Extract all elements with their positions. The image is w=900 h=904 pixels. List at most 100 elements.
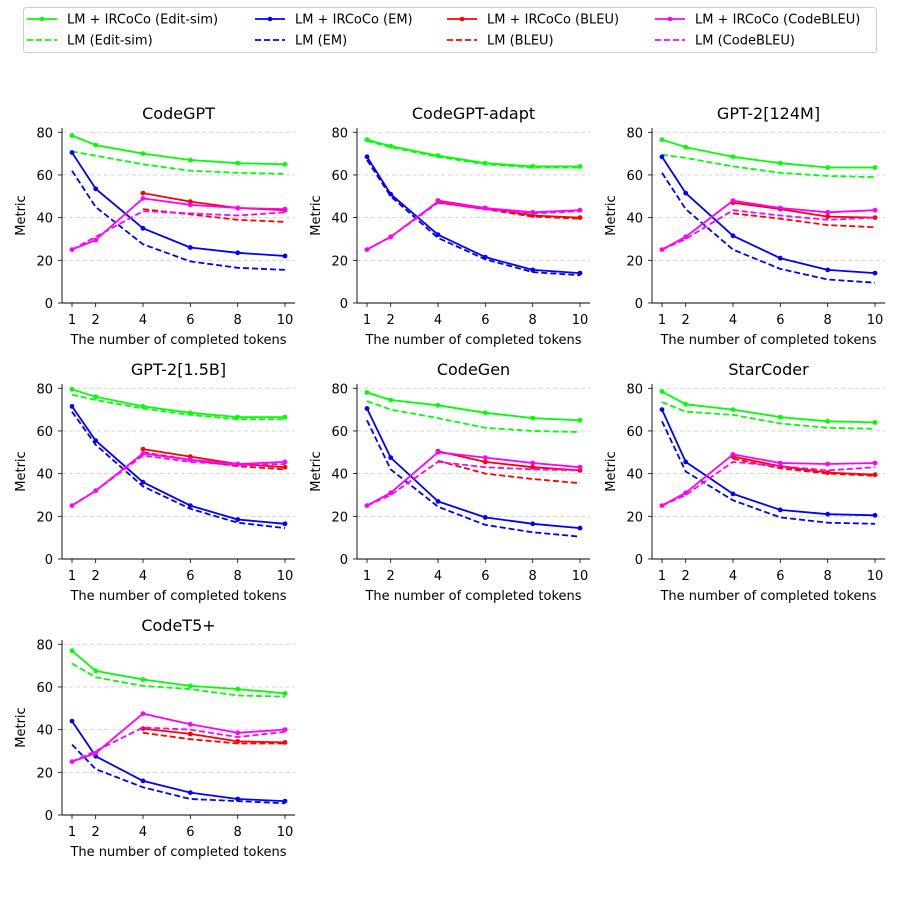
data-point bbox=[187, 731, 193, 737]
data-point bbox=[187, 245, 193, 250]
series-lm-ircoco-em bbox=[69, 150, 288, 259]
data-point bbox=[777, 460, 783, 466]
y-axis-label: Metric bbox=[309, 195, 324, 235]
data-point bbox=[364, 154, 370, 160]
series-lm-ircoco-edit-sim bbox=[69, 648, 288, 696]
data-point bbox=[683, 190, 689, 196]
series-lm-codebleu bbox=[366, 460, 581, 507]
data-point bbox=[777, 255, 783, 261]
series-lm-ircoco-edit-sim bbox=[69, 386, 288, 420]
x-tick-label: 2 bbox=[682, 313, 690, 328]
series-line bbox=[366, 391, 581, 422]
data-point bbox=[140, 196, 146, 201]
y-tick-label: 60 bbox=[331, 169, 348, 184]
series-line bbox=[366, 200, 581, 251]
legend-label: LM + IRCoCo (CodeBLEU) bbox=[695, 13, 860, 28]
data-point bbox=[730, 198, 736, 204]
data-point bbox=[482, 459, 488, 465]
x-tick-label: 6 bbox=[776, 313, 784, 328]
data-point bbox=[577, 464, 583, 470]
x-tick-label: 4 bbox=[729, 569, 737, 584]
y-tick-label: 80 bbox=[331, 382, 348, 397]
series-line bbox=[366, 451, 581, 507]
data-point bbox=[282, 161, 288, 167]
series-line bbox=[366, 419, 581, 538]
legend-marker bbox=[267, 16, 273, 22]
series-lm-bleu bbox=[437, 459, 581, 485]
legend-entry-lm-ircoco-edit-sim: LM + IRCoCo (Edit-sim) bbox=[27, 13, 218, 28]
series-line bbox=[661, 209, 876, 251]
series-line bbox=[366, 201, 581, 251]
series-line bbox=[71, 712, 286, 763]
y-tick-label: 0 bbox=[340, 297, 348, 312]
x-tick-label: 6 bbox=[186, 569, 194, 584]
series-line bbox=[732, 212, 876, 229]
series-line bbox=[661, 199, 876, 251]
subplot-codet5: 0 20 40 60 80 1 2 4 6 8 10 CodeT5+ The number of com… bbox=[14, 616, 295, 860]
data-point bbox=[388, 397, 394, 403]
data-point bbox=[777, 507, 783, 513]
series-line bbox=[661, 420, 876, 525]
data-point bbox=[683, 401, 689, 407]
legend-marker bbox=[667, 16, 673, 22]
series-lm-em bbox=[71, 411, 286, 529]
x-tick-label: 1 bbox=[363, 313, 371, 328]
series-lm-ircoco-bleu bbox=[140, 446, 288, 470]
series-line bbox=[661, 401, 876, 430]
series-lm-ircoco-em bbox=[659, 407, 878, 518]
data-point bbox=[364, 390, 370, 395]
series-line bbox=[71, 650, 286, 695]
x-tick-label: 6 bbox=[481, 313, 489, 328]
series-line bbox=[732, 457, 876, 477]
y-tick-label: 40 bbox=[331, 212, 348, 227]
y-axis-label: Metric bbox=[604, 451, 619, 491]
data-point bbox=[282, 459, 288, 465]
data-point bbox=[235, 205, 241, 211]
series-line bbox=[437, 199, 581, 219]
series-lm-ircoco-edit-sim bbox=[659, 389, 878, 425]
y-tick-label: 40 bbox=[626, 212, 643, 227]
data-point bbox=[187, 503, 193, 508]
x-tick-label: 10 bbox=[572, 569, 589, 584]
y-tick-label: 60 bbox=[36, 169, 53, 184]
y-tick-label: 60 bbox=[331, 425, 348, 440]
series-lm-ircoco-bleu bbox=[140, 726, 288, 745]
series-line bbox=[71, 405, 286, 525]
legend-entry-lm-edit-sim: LM (Edit-sim) bbox=[27, 34, 153, 49]
y-tick-label: 20 bbox=[626, 510, 643, 525]
data-point bbox=[482, 515, 488, 520]
data-point bbox=[69, 133, 75, 138]
data-point bbox=[777, 160, 783, 166]
data-point bbox=[872, 460, 878, 466]
series-lm-codebleu bbox=[661, 209, 876, 251]
series-lm-ircoco-codebleu bbox=[659, 452, 878, 508]
y-tick-label: 20 bbox=[331, 510, 348, 525]
series-lm-ircoco-edit-sim bbox=[659, 137, 878, 170]
series-lm-edit-sim bbox=[71, 662, 286, 698]
data-point bbox=[69, 386, 75, 392]
series-line bbox=[661, 153, 876, 178]
series-line bbox=[71, 743, 286, 805]
series-line bbox=[366, 408, 581, 529]
data-point bbox=[140, 778, 146, 784]
data-point bbox=[235, 686, 241, 692]
series-lm-codebleu bbox=[366, 201, 581, 251]
series-lm-codebleu bbox=[71, 726, 286, 763]
series-lm-ircoco-codebleu bbox=[69, 196, 288, 253]
series-lm-em bbox=[71, 170, 286, 271]
x-tick-label: 6 bbox=[186, 825, 194, 840]
legend-label: LM (CodeBLEU) bbox=[695, 34, 795, 49]
series-lm-edit-sim bbox=[661, 401, 876, 430]
series-line bbox=[366, 159, 581, 277]
data-point bbox=[683, 144, 689, 150]
y-tick-label: 40 bbox=[36, 724, 53, 739]
data-point bbox=[93, 186, 99, 192]
series-line bbox=[437, 450, 581, 472]
subplot-codegen: 0 20 40 60 80 1 2 4 6 8 10 CodeGen The number of com… bbox=[309, 360, 590, 604]
data-point bbox=[282, 740, 288, 745]
y-tick-label: 60 bbox=[36, 681, 53, 696]
data-point bbox=[659, 137, 665, 143]
series-lm-ircoco-em bbox=[69, 718, 288, 804]
x-tick-label: 8 bbox=[529, 313, 537, 328]
